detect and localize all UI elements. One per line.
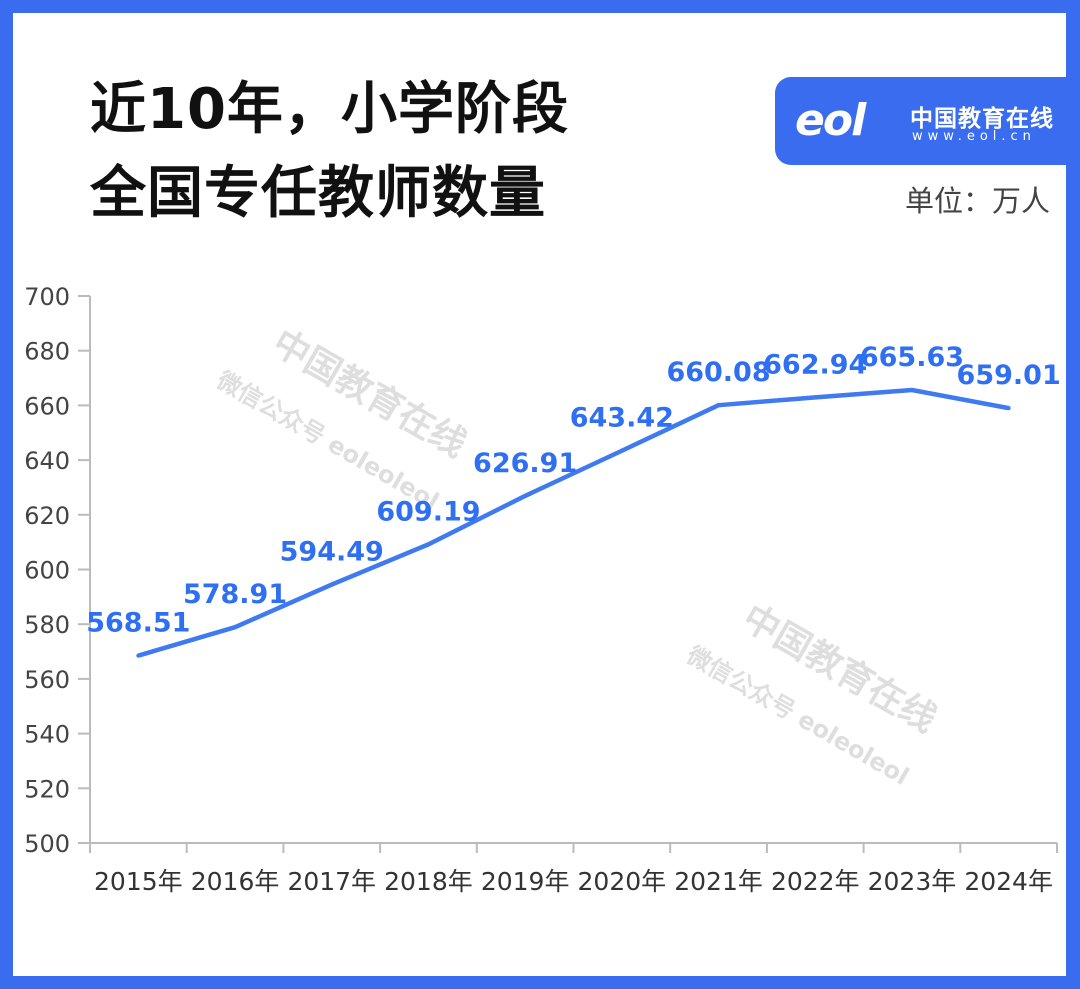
- data-label: 660.08: [666, 357, 770, 388]
- data-label: 662.94: [763, 349, 867, 380]
- y-tick-label: 680: [24, 338, 70, 366]
- title-prefix: 近10年，: [90, 77, 341, 142]
- data-point: [1006, 406, 1011, 411]
- data-point: [329, 582, 334, 587]
- data-label: 659.01: [957, 360, 1061, 391]
- data-point: [426, 542, 431, 547]
- logo-url: www.eol.cn: [912, 129, 1036, 144]
- x-tick-label: 2021年: [674, 867, 763, 896]
- data-label: 609.19: [376, 496, 480, 527]
- data-point: [136, 653, 141, 658]
- x-tick-label: 2019年: [481, 867, 570, 896]
- y-tick-label: 520: [24, 775, 70, 803]
- y-tick-label: 580: [24, 611, 70, 639]
- x-tick-label: 2022年: [771, 867, 860, 896]
- title-line2: 全国专任教师数量: [90, 161, 546, 226]
- x-tick-label: 2017年: [287, 867, 376, 896]
- x-tick-label: 2016年: [191, 867, 280, 896]
- logo-name: 中国教育在线: [910, 106, 1054, 132]
- data-label: 594.49: [280, 537, 384, 568]
- y-tick-label: 700: [24, 283, 70, 311]
- x-tick-label: 2023年: [868, 867, 957, 896]
- data-point: [716, 403, 721, 408]
- x-tick-label: 2024年: [964, 867, 1053, 896]
- data-point: [523, 493, 528, 498]
- data-label: 665.63: [860, 342, 964, 373]
- x-tick-label: 2018年: [384, 867, 473, 896]
- y-tick-label: 500: [24, 830, 70, 858]
- data-point: [233, 625, 238, 630]
- data-label: 626.91: [473, 448, 577, 479]
- y-tick-label: 540: [24, 721, 70, 749]
- data-point: [619, 448, 624, 453]
- watermark-main-1: 中国教育在线: [266, 322, 474, 466]
- data-point: [813, 395, 818, 400]
- x-tick-label: 2020年: [578, 867, 667, 896]
- y-tick-label: 660: [24, 392, 70, 420]
- data-point: [909, 388, 914, 393]
- y-tick-label: 560: [24, 666, 70, 694]
- y-tick-label: 620: [24, 502, 70, 530]
- series-line: [137, 387, 1010, 658]
- eol-logo-mark: eol: [795, 95, 866, 146]
- data-label: 568.51: [86, 608, 190, 639]
- data-label: 578.91: [183, 579, 287, 610]
- x-tick-label: 2015年: [94, 867, 183, 896]
- data-label: 643.42: [570, 403, 674, 434]
- unit-label: 单位：万人: [904, 184, 1050, 218]
- y-tick-label: 600: [24, 557, 70, 585]
- y-tick-label: 640: [24, 447, 70, 475]
- eol-logo: eol 中国教育在线 www.eol.cn: [775, 77, 1067, 165]
